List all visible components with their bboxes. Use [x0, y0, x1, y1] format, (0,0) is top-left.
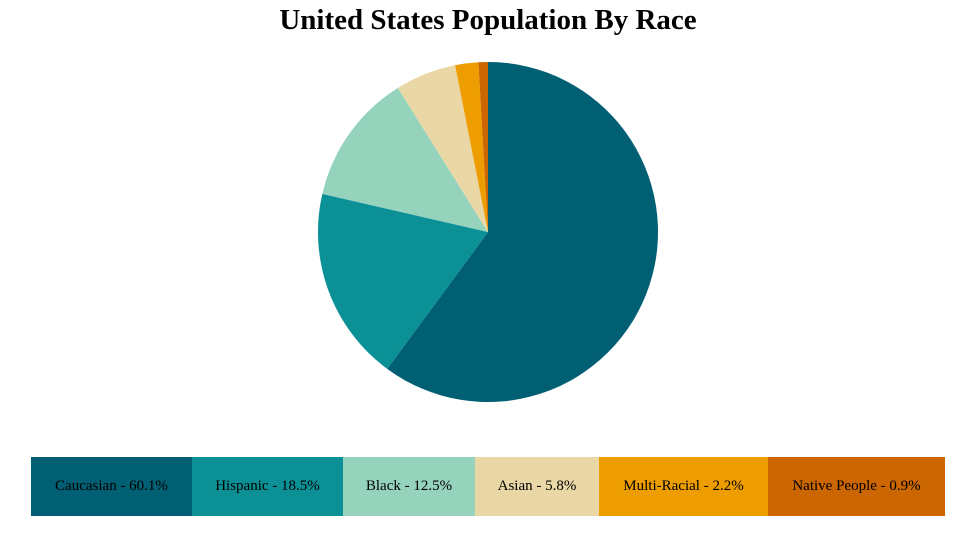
- pie-slice-multi-racial: [455, 62, 488, 233]
- legend-item-caucasian: Caucasian - 60.1%: [31, 457, 192, 516]
- legend-item-native-people: Native People - 0.9%: [768, 457, 945, 516]
- pie-slice-native-people: [478, 62, 488, 232]
- legend-item-hispanic: Hispanic - 18.5%: [192, 457, 343, 516]
- legend-item-black: Black - 12.5%: [343, 457, 475, 516]
- pie-slice-hispanic: [318, 193, 488, 369]
- pie-slice-caucasian: [387, 62, 659, 403]
- legend: Caucasian - 60.1% Hispanic - 18.5% Black…: [31, 457, 945, 516]
- legend-item-asian: Asian - 5.8%: [475, 457, 599, 516]
- pie-slice-asian: [397, 65, 488, 232]
- pie-slice-black: [322, 87, 488, 233]
- legend-item-multi-racial: Multi-Racial - 2.2%: [599, 457, 768, 516]
- chart-title: United States Population By Race: [279, 4, 697, 36]
- pie-slices: [318, 62, 659, 403]
